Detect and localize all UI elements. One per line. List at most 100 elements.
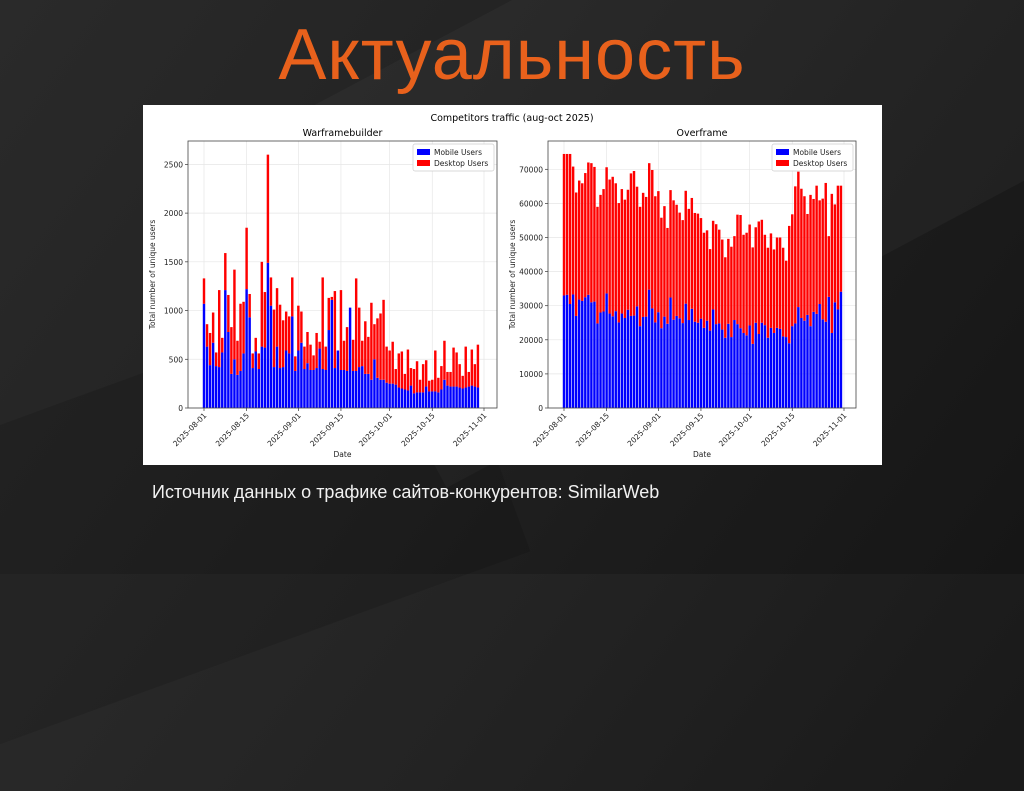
bar-desktop-users [644, 196, 648, 317]
bar-mobile-users [742, 332, 745, 408]
bar-mobile-users [364, 373, 367, 408]
bar-mobile-users [815, 313, 818, 408]
bar-mobile-users [751, 343, 754, 408]
bar-desktop-users [629, 173, 633, 316]
bar-desktop-users [248, 293, 251, 318]
y-tick-label: 2500 [164, 160, 183, 169]
legend-label: Mobile Users [434, 148, 482, 157]
bar-mobile-users [397, 387, 400, 408]
legend-swatch [776, 149, 789, 155]
axes-frame [547, 140, 857, 409]
bar-mobile-users [230, 373, 233, 408]
bar-desktop-users [596, 206, 599, 324]
bar-mobile-users [449, 386, 452, 408]
bar-mobile-users [294, 370, 297, 408]
x-tick-label: 2025-09-01 [266, 411, 303, 448]
bar-mobile-users [681, 323, 684, 408]
bar-desktop-users [412, 369, 416, 394]
bar-mobile-users [778, 328, 782, 408]
bar-mobile-users [763, 325, 767, 408]
bar-mobile-users [288, 353, 291, 408]
bar-mobile-users [666, 323, 669, 408]
bar-desktop-users [708, 249, 712, 331]
bar-mobile-users [687, 320, 690, 408]
x-tick-label: 2025-09-15 [668, 411, 705, 448]
bar-mobile-users [605, 293, 608, 408]
bar-desktop-users [327, 297, 330, 331]
bar-desktop-users [721, 239, 724, 330]
bar-mobile-users [629, 315, 633, 408]
bar-desktop-users [345, 327, 349, 371]
bar-desktop-users [574, 192, 578, 316]
bar-mobile-users [367, 373, 370, 408]
bar-mobile-users [571, 294, 575, 408]
bar-mobile-users [297, 350, 300, 408]
bar-desktop-users [300, 311, 303, 343]
bar-desktop-users [418, 379, 422, 393]
bar-desktop-users [224, 253, 227, 291]
bar-mobile-users [473, 386, 477, 408]
bar-mobile-users [800, 317, 803, 408]
bar-desktop-users [269, 277, 273, 306]
bar-desktop-users [415, 361, 419, 393]
bar-desktop-users [358, 307, 361, 368]
x-tick-label: 2025-10-15 [399, 411, 436, 448]
bar-desktop-users [608, 179, 611, 314]
bar-mobile-users [772, 332, 776, 408]
bar-desktop-users [205, 324, 209, 347]
bar-mobile-users [699, 318, 703, 408]
bar-mobile-users [272, 367, 276, 408]
y-tick-label: 10000 [519, 370, 543, 379]
bar-desktop-users [626, 189, 630, 310]
bar-desktop-users [218, 290, 221, 368]
bar-mobile-users [221, 352, 224, 408]
bar-mobile-users [373, 359, 376, 408]
bar-mobile-users [470, 385, 474, 408]
axes-frame [187, 140, 498, 409]
bar-desktop-users [266, 154, 270, 263]
bar-desktop-users [263, 292, 267, 348]
bar-mobile-users [251, 368, 254, 408]
bar-desktop-users [251, 353, 254, 369]
x-tick-label: 2025-10-01 [357, 411, 394, 448]
bar-desktop-users [648, 163, 651, 290]
y-tick-label: 1500 [164, 258, 183, 267]
bar-desktop-users [584, 173, 587, 298]
bar-desktop-users [730, 246, 733, 338]
bar-mobile-users [581, 300, 584, 408]
bar-mobile-users [708, 330, 712, 408]
bar-desktop-users [394, 369, 397, 385]
bar-mobile-users [458, 387, 461, 408]
bar-mobile-users [358, 367, 361, 408]
bar-desktop-users [476, 344, 480, 388]
bar-mobile-users [745, 335, 748, 408]
y-tick-label: 0 [538, 404, 543, 413]
bar-desktop-users [315, 332, 318, 369]
bar-desktop-users [312, 355, 315, 370]
bar-desktop-users [473, 364, 477, 387]
chart-figure: Competitors traffic (aug-oct 2025) 0 500 1… [143, 105, 882, 465]
bar-desktop-users [461, 375, 464, 389]
bar-desktop-users [757, 221, 760, 335]
bar-desktop-users [379, 313, 382, 380]
bar-desktop-users [635, 186, 639, 307]
bar-mobile-users [333, 368, 337, 408]
bar-desktop-users [397, 353, 400, 388]
bar-mobile-users [660, 328, 663, 408]
x-tick-label: 2025-10-01 [717, 411, 754, 448]
bar-desktop-users [727, 238, 730, 324]
bar-desktop-users [391, 341, 394, 384]
bar-mobile-users [724, 337, 727, 408]
bar-mobile-users [324, 369, 327, 408]
bar-desktop-users [772, 249, 776, 333]
bar-desktop-users [748, 224, 751, 326]
subplot-warframebuilder: 0 500 1000 1500 2000 2500 2025-08-01 2025-08-15… [148, 128, 498, 459]
bar-mobile-users [391, 383, 394, 408]
bar-mobile-users [827, 296, 830, 408]
bar-desktop-users [214, 352, 218, 367]
bar-mobile-users [733, 320, 736, 408]
bar-mobile-users [376, 377, 379, 408]
bar-desktop-users [208, 332, 212, 366]
bar-mobile-users [312, 369, 315, 408]
bar-mobile-users [440, 389, 443, 408]
